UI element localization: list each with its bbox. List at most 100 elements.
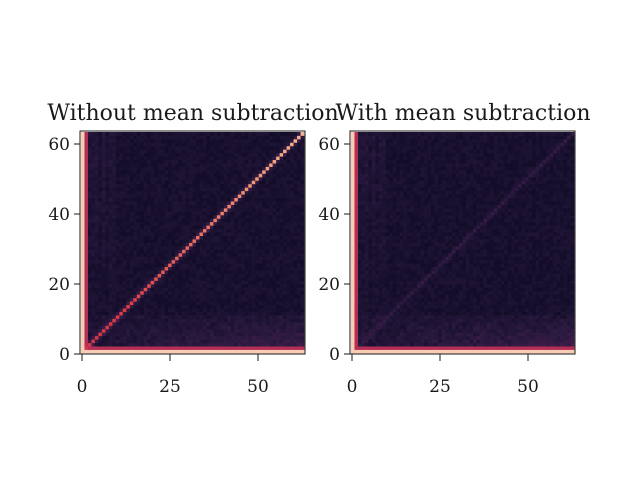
heatmap-cell (150, 332, 155, 337)
heatmap-cell (157, 187, 162, 192)
heatmap-cell (94, 132, 99, 136)
heatmap-cell (199, 169, 204, 174)
heatmap-cell (147, 332, 152, 337)
heatmap-cell (237, 152, 242, 157)
heatmap-cell (237, 249, 242, 254)
heatmap-cell (157, 242, 162, 247)
heatmap-cell (251, 180, 256, 185)
heatmap-cell (293, 342, 298, 347)
heatmap-cell (265, 169, 270, 174)
heatmap-cell (119, 180, 124, 185)
heatmap-cell (192, 138, 197, 143)
heatmap-cell (94, 194, 99, 199)
heatmap-cell (108, 159, 113, 164)
heatmap-cell (202, 283, 207, 288)
heatmap-cell (465, 339, 470, 344)
heatmap-cell (178, 149, 183, 154)
heatmap-cell (213, 266, 218, 271)
heatmap-cell (417, 318, 422, 323)
heatmap-cell (164, 201, 169, 205)
heatmap-cell (251, 256, 256, 261)
heatmap-cell (493, 325, 498, 330)
heatmap-cell (108, 235, 113, 240)
heatmap-cell (389, 349, 394, 354)
heatmap-cell (570, 339, 575, 344)
heatmap-cell (290, 159, 294, 164)
heatmap-cell (269, 277, 274, 281)
heatmap-cell (199, 249, 204, 254)
heatmap-cell (472, 304, 477, 309)
heatmap-cell (199, 328, 204, 333)
heatmap-cell (399, 308, 404, 312)
heatmap-cell (258, 197, 263, 202)
heatmap-cell (297, 201, 301, 205)
heatmap-cell (216, 156, 221, 161)
heatmap-cell (154, 318, 159, 323)
heatmap-cell (101, 249, 106, 254)
heatmap-cell (112, 249, 117, 254)
heatmap-cell (126, 152, 131, 157)
heatmap-cell (293, 318, 298, 323)
heatmap-cell (189, 176, 193, 181)
heatmap-cell (87, 297, 92, 302)
heatmap-cell (108, 294, 113, 299)
heatmap-cell (279, 346, 284, 350)
heatmap-cell (199, 252, 204, 257)
heatmap-cell (164, 156, 169, 161)
heatmap-cell (133, 308, 138, 312)
heatmap-cell (164, 183, 169, 188)
heatmap-cell (227, 218, 232, 223)
heatmap-cell (202, 145, 207, 150)
heatmap-cell (476, 318, 481, 323)
heatmap-cell (227, 321, 232, 326)
heatmap-cell (202, 228, 207, 233)
heatmap-cell (108, 318, 113, 323)
heatmap-cell (237, 163, 242, 167)
heatmap-cell (101, 346, 106, 350)
heatmap-cell (293, 263, 298, 268)
heatmap-cell (269, 201, 274, 205)
heatmap-cell (189, 245, 193, 250)
heatmap-cell (195, 235, 200, 240)
heatmap-cell (223, 287, 228, 292)
heatmap-cell (140, 308, 145, 312)
heatmap-cell (223, 152, 228, 157)
heatmap-cell (195, 277, 200, 281)
heatmap-cell (276, 328, 281, 333)
heatmap-cell (445, 304, 449, 309)
heatmap-cell (105, 152, 110, 157)
heatmap-cell (220, 169, 225, 174)
heatmap-cell (216, 311, 221, 316)
heatmap-cell (375, 304, 380, 309)
heatmap-cell (171, 176, 176, 181)
heatmap-cell (101, 225, 106, 230)
heatmap-cell (293, 173, 298, 178)
heatmap-cell (178, 169, 183, 174)
heatmap-cell (195, 190, 200, 195)
heatmap-cell (234, 204, 239, 209)
heatmap-cell (206, 249, 211, 254)
heatmap-cell (234, 308, 239, 312)
heatmap-cell (413, 335, 418, 340)
heatmap-cell (202, 142, 207, 147)
heatmap-cell (417, 325, 422, 330)
heatmap-cell (101, 283, 106, 288)
heatmap-cell (157, 166, 162, 171)
heatmap-cell (234, 197, 239, 202)
heatmap-cell (528, 339, 533, 344)
heatmap-cell (283, 218, 287, 223)
heatmap-cell (255, 311, 260, 316)
heatmap-cell (115, 249, 120, 254)
heatmap-cell (237, 145, 242, 150)
heatmap-cell (164, 225, 169, 230)
heatmap-cell (276, 201, 281, 205)
heatmap-cell (154, 339, 159, 344)
heatmap-cell (154, 211, 159, 216)
heatmap-cell (262, 173, 267, 178)
heatmap-cell (223, 294, 228, 299)
heatmap-cell (375, 321, 380, 326)
heatmap-cell (472, 315, 477, 319)
heatmap-cell (136, 194, 141, 199)
heatmap-cell (272, 273, 277, 278)
heatmap-cell (476, 325, 481, 330)
